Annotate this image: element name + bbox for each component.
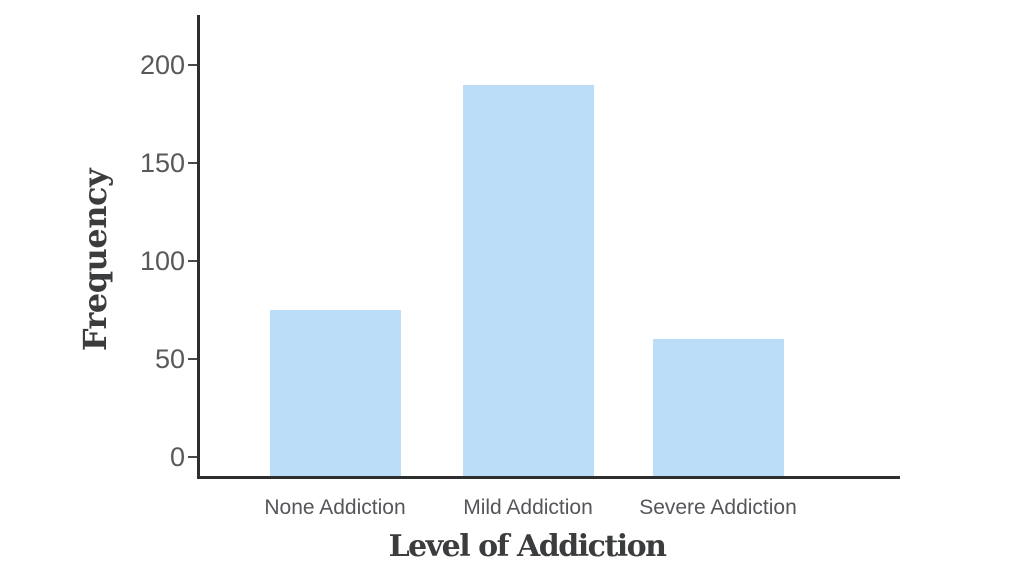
- y-tick-label: 50: [154, 344, 185, 374]
- x-axis-title: Level of Addiction: [388, 529, 667, 564]
- bar-none-addiction: [269, 310, 401, 478]
- y-tick-label: 200: [139, 50, 185, 80]
- bar-mild-addiction: [462, 84, 594, 478]
- y-tick-mark: [188, 358, 198, 360]
- x-category-label: Mild Addiction: [463, 496, 593, 519]
- y-axis-line: [197, 15, 200, 478]
- y-tick-label: 0: [169, 442, 185, 472]
- y-tick-mark: [188, 260, 198, 262]
- x-category-label: None Addiction: [264, 496, 406, 519]
- y-tick-label: 150: [139, 148, 185, 178]
- x-axis-line: [197, 476, 900, 479]
- y-tick-mark: [188, 64, 198, 66]
- y-tick-mark: [188, 456, 198, 458]
- y-tick-label: 100: [139, 246, 185, 276]
- y-tick-mark: [188, 162, 198, 164]
- x-category-label: Severe Addiction: [639, 496, 797, 519]
- bar-severe-addiction: [652, 339, 784, 478]
